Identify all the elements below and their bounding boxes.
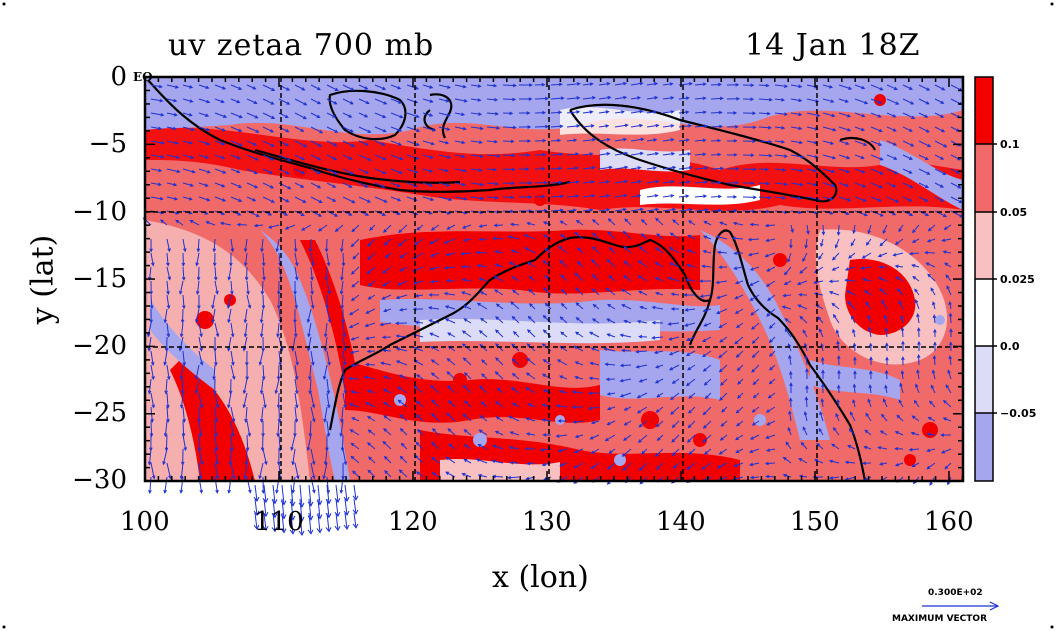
colorbar [974, 76, 997, 482]
max-vector-label: MAXIMUM VECTOR [892, 614, 988, 624]
x-tick: 110 [254, 507, 304, 537]
map-time: 14 Jan 18Z [745, 28, 921, 63]
y-tick: −15 [72, 264, 127, 294]
equator-label: EQ [133, 70, 153, 84]
x-tick: 100 [120, 507, 170, 537]
x-tick: 160 [924, 507, 974, 537]
x-tick: 120 [388, 507, 438, 537]
y-tick: −5 [88, 129, 127, 159]
axis-ticks [144, 76, 964, 481]
y-axis-title: y (lat) [25, 234, 61, 325]
y-tick: −10 [72, 197, 127, 227]
y-tick: 0 [110, 62, 127, 92]
colorbar-label: −0.05 [1000, 407, 1037, 420]
wind-vectors [142, 81, 964, 536]
grid-lines [145, 77, 963, 481]
max-vector-arrow [922, 601, 1000, 611]
y-tick: −30 [72, 465, 127, 495]
colorbar-label: 0.025 [1000, 273, 1035, 286]
x-tick: 130 [522, 507, 572, 537]
y-tick: −20 [72, 331, 127, 361]
vorticity-field [145, 77, 963, 481]
colorbar-label: 0.1 [1000, 138, 1020, 151]
colorbar-label: 0.05 [1000, 206, 1028, 219]
max-vector-value: 0.300E+02 [928, 588, 983, 598]
y-tick: −25 [72, 398, 127, 428]
colorbar-label: 0.0 [1000, 340, 1020, 353]
map-title: uv zetaa 700 mb [168, 28, 435, 63]
x-tick: 150 [790, 507, 840, 537]
x-axis-title: x (lon) [492, 560, 589, 595]
x-tick: 140 [656, 507, 706, 537]
